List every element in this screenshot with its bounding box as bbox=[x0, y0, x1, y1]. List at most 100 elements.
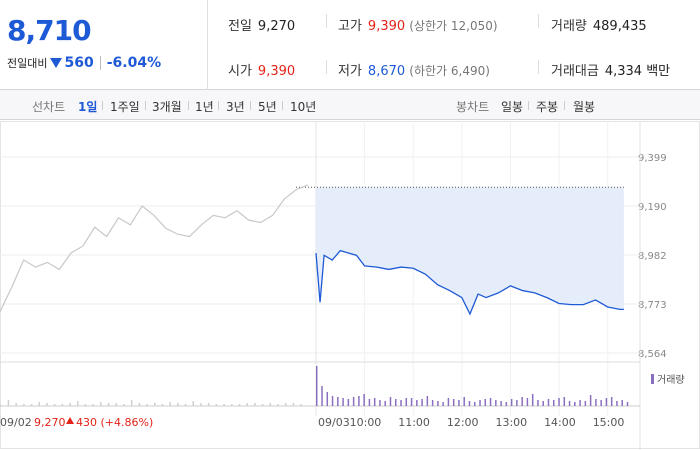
volume-bar bbox=[284, 403, 287, 406]
tab-1week[interactable]: 1주일 bbox=[110, 100, 140, 114]
volume-bar bbox=[516, 400, 518, 406]
volume-bar bbox=[69, 403, 71, 406]
prev-day-price-line bbox=[0, 184, 309, 312]
high-label: 고가 bbox=[338, 19, 362, 34]
volume-bar bbox=[405, 398, 408, 406]
volume-bar bbox=[610, 397, 613, 406]
tab-divider bbox=[250, 101, 251, 110]
volume-bar bbox=[437, 401, 439, 406]
y-tick-label: 9,190 bbox=[638, 202, 667, 213]
volume-bar bbox=[600, 400, 602, 406]
open-value: 9,390 bbox=[257, 64, 296, 79]
volume-bar bbox=[92, 404, 94, 406]
volume-bar bbox=[46, 403, 48, 406]
divider bbox=[326, 14, 327, 28]
volume-bar bbox=[130, 400, 133, 406]
volume-bar bbox=[505, 402, 508, 406]
tab-3year[interactable]: 3년 bbox=[226, 100, 245, 114]
volume-bar bbox=[447, 398, 450, 406]
volume-bar bbox=[23, 404, 25, 406]
low-value: 8,670 bbox=[367, 64, 406, 79]
volume-bar bbox=[246, 403, 248, 406]
x-tick-label: 14:00 bbox=[544, 416, 576, 429]
below-prev-close-area bbox=[316, 187, 624, 315]
volume-bar bbox=[30, 404, 33, 406]
tab-monthly-candle[interactable]: 월봉 bbox=[573, 100, 596, 114]
volume-bar bbox=[200, 403, 202, 406]
quote-summary: 8,710 전일대비 560 -6.04% 전일 9,270 고가 9,390 (상… bbox=[0, 0, 700, 90]
volume-bar bbox=[7, 400, 10, 406]
volume-bar bbox=[605, 398, 608, 406]
down-arrow-icon bbox=[50, 58, 63, 68]
divider bbox=[538, 14, 539, 28]
volume-bar bbox=[347, 399, 350, 406]
volume-bar bbox=[223, 404, 225, 406]
volume-bar bbox=[484, 399, 487, 406]
volume-bar bbox=[416, 400, 418, 406]
volume-bar bbox=[563, 397, 566, 406]
volume-bar bbox=[452, 399, 455, 406]
volume-bar bbox=[38, 402, 40, 406]
volume-bar bbox=[547, 399, 550, 406]
volume-value: 489,435 bbox=[592, 19, 647, 34]
volume-bar bbox=[526, 398, 529, 406]
high-stat: 고가 9,390 (상한가 12,050) bbox=[338, 15, 498, 34]
volume-bar bbox=[389, 397, 392, 406]
volume-bar bbox=[626, 402, 629, 406]
volume-bar bbox=[146, 404, 148, 406]
volume-bar bbox=[277, 404, 279, 406]
volume-bar bbox=[574, 402, 576, 406]
prev-day-label: 09/02 bbox=[0, 416, 32, 429]
prev-close-value: 9,270 bbox=[257, 19, 296, 34]
volume-bar bbox=[177, 403, 179, 406]
up-arrow-icon bbox=[66, 417, 74, 424]
volume-bar bbox=[379, 400, 381, 406]
separator bbox=[99, 56, 101, 70]
change-percent: -6.04% bbox=[106, 55, 162, 71]
volume-bar bbox=[431, 400, 434, 406]
tab-10year[interactable]: 10년 bbox=[290, 100, 317, 114]
volume-bar bbox=[100, 402, 102, 406]
volume-bar bbox=[321, 386, 323, 406]
low-label: 저가 bbox=[338, 64, 362, 79]
prev-close-label: 9,270 bbox=[34, 416, 66, 429]
high-value: 9,390 bbox=[367, 19, 406, 34]
volume-bar bbox=[537, 400, 539, 406]
tab-1year[interactable]: 1년 bbox=[195, 100, 214, 114]
low-stat: 저가 8,670 (하한가 6,490) bbox=[338, 60, 490, 79]
line-chart-label: 선차트 bbox=[32, 100, 66, 114]
open-stat: 시가 9,390 bbox=[228, 60, 295, 79]
tab-daily-candle[interactable]: 일봉 bbox=[501, 100, 524, 114]
volume-bar bbox=[363, 394, 365, 406]
x-tick-label: 13:00 bbox=[495, 416, 527, 429]
x-tick-label: 15:00 bbox=[593, 416, 625, 429]
upper-limit: (상한가 12,050) bbox=[409, 19, 498, 33]
volume-bar bbox=[342, 398, 344, 406]
volume-bar bbox=[489, 398, 492, 406]
volume-label: 거래량 bbox=[551, 19, 587, 34]
tab-3month[interactable]: 3개월 bbox=[152, 100, 182, 114]
volume-bar bbox=[292, 403, 295, 406]
volume-bar bbox=[616, 401, 618, 406]
volume-bar bbox=[154, 403, 156, 406]
volume-bar bbox=[254, 403, 256, 406]
volume-bar bbox=[326, 392, 329, 406]
tab-1day[interactable]: 1일 bbox=[78, 100, 98, 114]
volume-bar bbox=[410, 398, 413, 406]
volume-bar bbox=[161, 404, 164, 406]
volume-bar bbox=[15, 403, 17, 406]
volume-bar bbox=[358, 396, 360, 406]
volume-bar bbox=[123, 404, 125, 406]
volume-bar bbox=[421, 399, 423, 406]
trade-value-label: 거래대금 bbox=[551, 64, 599, 79]
tab-5year[interactable]: 5년 bbox=[258, 100, 277, 114]
volume-bar bbox=[53, 404, 56, 406]
volume-bar bbox=[337, 397, 339, 406]
volume-bar bbox=[510, 399, 513, 406]
volume-legend-swatch bbox=[651, 374, 654, 384]
current-price: 8,710 bbox=[7, 14, 92, 47]
volume-bar bbox=[300, 404, 302, 406]
tab-weekly-candle[interactable]: 주봉 bbox=[536, 100, 559, 114]
divider bbox=[538, 60, 539, 74]
volume-bar bbox=[458, 400, 460, 406]
